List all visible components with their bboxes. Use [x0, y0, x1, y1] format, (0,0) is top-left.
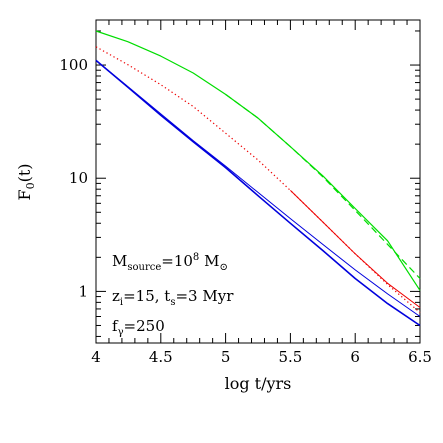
x-tick-label: 4 [91, 348, 101, 366]
x-tick-label: 5.5 [278, 348, 302, 366]
x-tick-label: 4.5 [149, 348, 173, 366]
x-tick-label: 6.5 [408, 348, 432, 366]
y-tick-label: 10 [69, 169, 88, 187]
y-tick-label: 100 [59, 56, 88, 74]
annotation-redshift: zi=15, ts=3 Myr [112, 287, 234, 308]
series-line-2 [225, 93, 421, 279]
annotations: Msource=108 M⊙ zi=15, ts=3 Myr fγ=250 [112, 252, 234, 338]
annotation-fgamma: fγ=250 [112, 317, 165, 338]
series-line-4 [290, 190, 421, 308]
x-axis-label: log t/yrs [225, 374, 292, 393]
ticks [95, 20, 421, 343]
y-tick-label: 1 [78, 282, 88, 300]
series-layer [95, 30, 421, 327]
plot-frame [95, 19, 421, 344]
annotation-mass: Msource=108 M⊙ [112, 252, 228, 273]
series-line-1 [95, 30, 421, 291]
x-tick-label: 6 [350, 348, 360, 366]
tick-labels: 4 4.5 5 5.5 6 6.5 1 10 100 [59, 56, 432, 366]
x-tick-label: 5 [221, 348, 231, 366]
y-axis-label: F0(t) [15, 163, 37, 200]
series-line-5 [95, 59, 421, 327]
series-line-6 [95, 60, 421, 317]
